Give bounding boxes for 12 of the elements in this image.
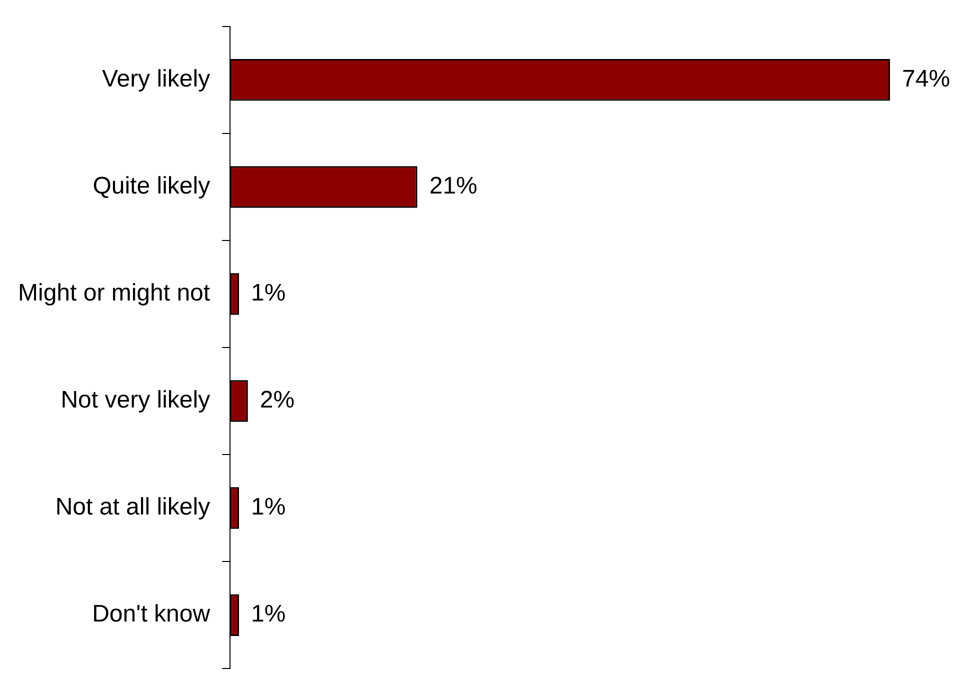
data-label: 74% [902, 66, 950, 93]
y-tick-label: Don't know [92, 600, 211, 628]
data-label: 1% [251, 280, 286, 307]
y-tick-label: Quite likely [92, 172, 210, 200]
data-label: 2% [260, 386, 295, 414]
y-tick-label: Not at all likely [55, 494, 210, 521]
data-label: 1% [251, 600, 286, 628]
data-label: 1% [251, 494, 286, 521]
y-tick-label: Might or might not [18, 280, 210, 307]
y-tick-label: Very likely [102, 66, 210, 93]
data-label: 21% [429, 172, 478, 200]
y-tick-label: Not very likely [60, 386, 210, 414]
